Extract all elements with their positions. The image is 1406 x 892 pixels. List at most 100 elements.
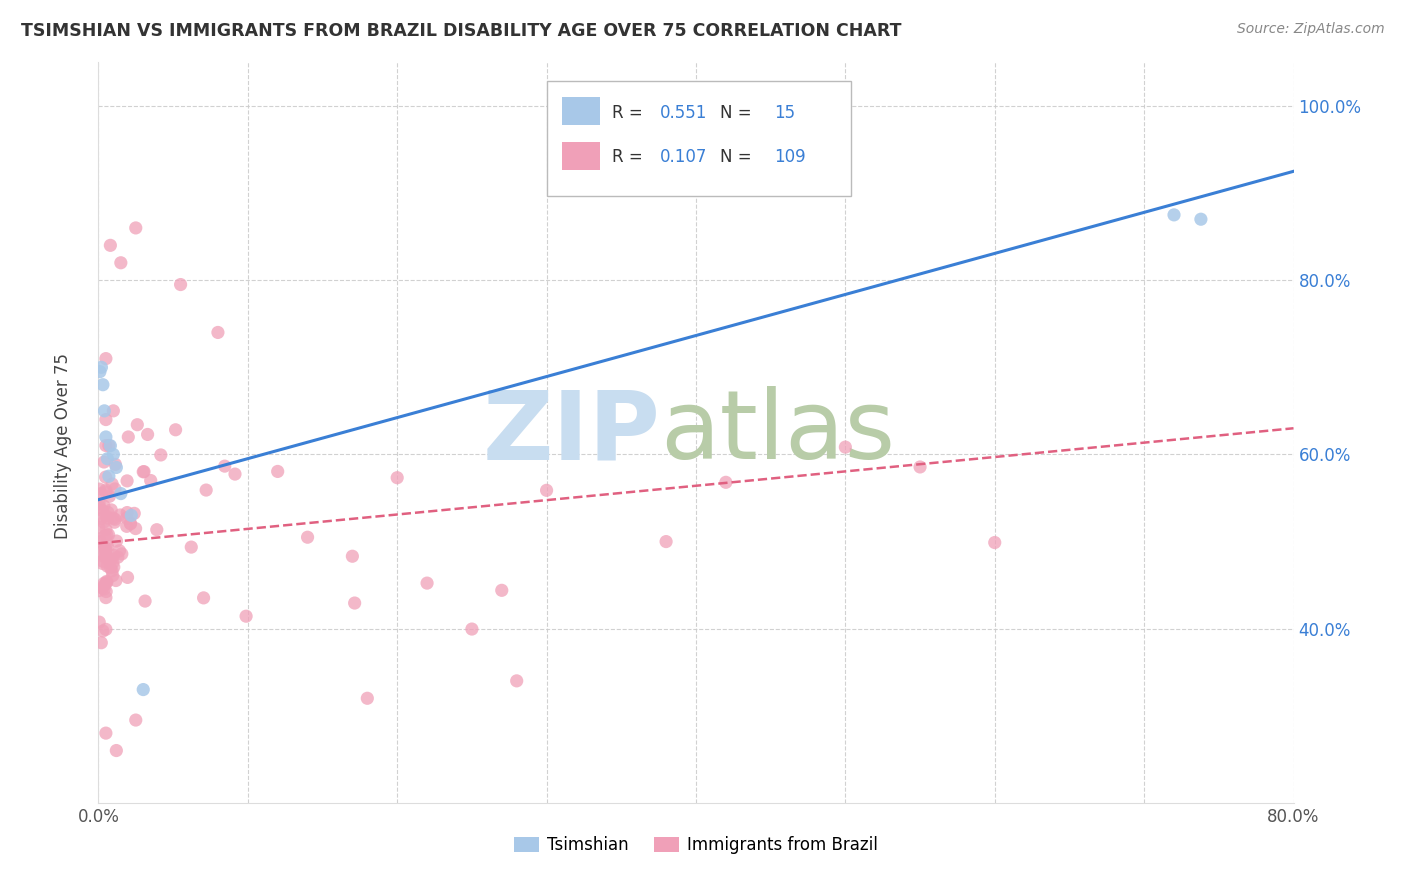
Point <box>94 546 117 560</box>
Point <box>165 423 187 437</box>
Point <box>984 535 1007 549</box>
Point <box>297 530 319 544</box>
Point <box>97 527 120 541</box>
Point <box>107 550 129 565</box>
Point <box>125 221 148 235</box>
Point <box>91 554 114 568</box>
Point <box>103 515 125 529</box>
Point <box>235 609 257 624</box>
Point <box>195 483 218 497</box>
Text: 109: 109 <box>773 148 806 166</box>
Point <box>124 522 146 536</box>
Point <box>132 465 155 479</box>
Point <box>98 552 121 566</box>
Point <box>134 594 156 608</box>
Point <box>834 440 856 454</box>
Point <box>94 591 117 605</box>
Point <box>94 541 117 556</box>
Point <box>89 482 111 496</box>
Text: R =: R = <box>613 103 648 122</box>
Point <box>96 584 118 599</box>
Point <box>91 581 114 595</box>
Point <box>104 512 127 526</box>
Point <box>91 624 114 638</box>
Point <box>908 459 931 474</box>
Point <box>149 448 172 462</box>
Point <box>120 516 142 531</box>
Point <box>93 582 115 596</box>
Point <box>127 417 149 432</box>
FancyBboxPatch shape <box>547 81 852 195</box>
Point <box>103 447 125 461</box>
Text: TSIMSHIAN VS IMMIGRANTS FROM BRAZIL DISABILITY AGE OVER 75 CORRELATION CHART: TSIMSHIAN VS IMMIGRANTS FROM BRAZIL DISA… <box>21 22 901 40</box>
Point <box>356 691 378 706</box>
Point <box>94 623 117 637</box>
Point <box>136 427 159 442</box>
Point <box>97 438 120 452</box>
Point <box>96 511 118 525</box>
Legend: Tsimshian, Immigrants from Brazil: Tsimshian, Immigrants from Brazil <box>508 830 884 861</box>
Point <box>90 486 112 500</box>
Point <box>103 549 125 563</box>
Point <box>94 578 117 592</box>
Point <box>98 238 122 252</box>
Point <box>94 484 117 499</box>
Point <box>117 570 139 584</box>
Point <box>115 474 138 488</box>
Point <box>97 469 120 483</box>
Point <box>96 528 118 542</box>
Point <box>98 439 122 453</box>
Point <box>94 438 117 452</box>
Point <box>146 523 169 537</box>
Point <box>101 564 124 578</box>
Point <box>132 465 155 479</box>
FancyBboxPatch shape <box>562 142 600 169</box>
Point <box>267 465 290 479</box>
Point <box>105 534 128 549</box>
Point <box>207 326 229 340</box>
Point <box>93 576 115 591</box>
Point <box>94 351 117 366</box>
Point <box>1163 208 1185 222</box>
Point <box>104 458 127 472</box>
Point <box>416 576 439 591</box>
FancyBboxPatch shape <box>562 97 600 126</box>
Point <box>655 534 678 549</box>
Point <box>91 557 114 571</box>
Point <box>169 277 191 292</box>
Point <box>103 404 125 418</box>
Point <box>87 496 110 510</box>
Point <box>536 483 558 498</box>
Point <box>117 430 139 444</box>
Point <box>103 511 125 525</box>
Point <box>101 477 124 491</box>
Point <box>115 506 138 520</box>
Point <box>96 559 118 574</box>
Point <box>94 543 117 558</box>
Point <box>96 574 118 589</box>
Point <box>89 365 111 379</box>
Point <box>461 622 484 636</box>
Point <box>93 404 115 418</box>
Text: N =: N = <box>720 148 756 166</box>
Point <box>120 516 142 531</box>
Point <box>115 511 138 525</box>
Point <box>96 550 118 565</box>
Point <box>132 682 155 697</box>
Point <box>104 574 127 588</box>
Point <box>89 532 111 546</box>
Point <box>87 520 110 534</box>
Point <box>96 575 118 590</box>
Point <box>100 560 122 574</box>
Point <box>491 583 513 598</box>
Point <box>89 534 111 549</box>
Point <box>101 556 124 570</box>
Point <box>224 467 246 481</box>
Point <box>94 541 117 555</box>
Point <box>89 500 111 515</box>
Point <box>96 451 118 466</box>
Point <box>101 568 124 582</box>
Point <box>94 529 117 543</box>
Text: 15: 15 <box>773 103 794 122</box>
Text: N =: N = <box>720 103 756 122</box>
